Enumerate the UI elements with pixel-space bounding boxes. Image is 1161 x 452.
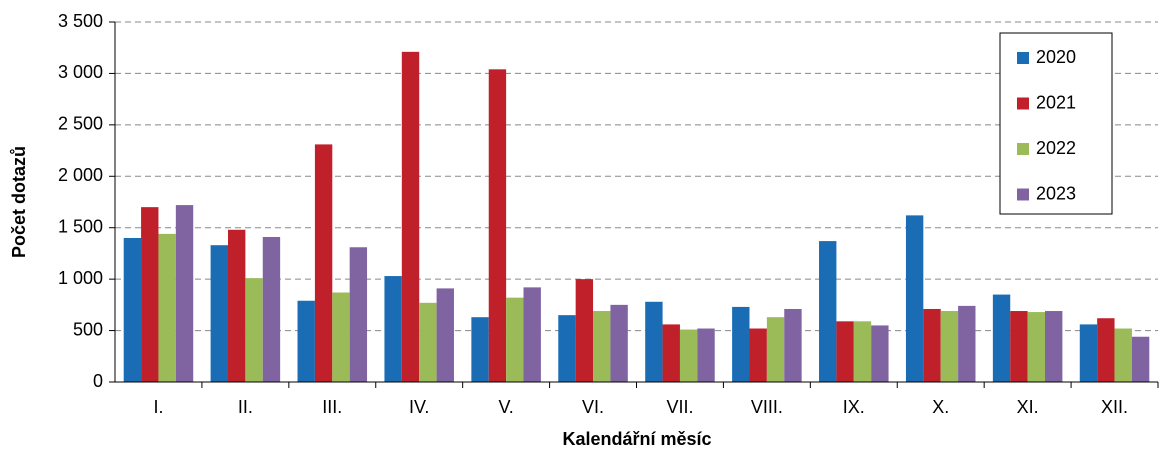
x-tick-label: II. xyxy=(238,397,253,417)
bar xyxy=(905,215,924,382)
y-tick-label: 2 000 xyxy=(58,165,103,185)
x-tick-label: VII. xyxy=(666,397,693,417)
x-tick-label: XII. xyxy=(1101,397,1128,417)
x-tick-label: V. xyxy=(498,397,513,417)
bar xyxy=(384,276,402,382)
bar xyxy=(958,305,976,382)
bar xyxy=(297,300,315,382)
bar xyxy=(158,233,176,382)
bar xyxy=(227,229,246,382)
bar xyxy=(175,205,194,382)
bar xyxy=(436,288,454,382)
x-tick-label: I. xyxy=(153,397,163,417)
bar xyxy=(732,306,750,382)
bar xyxy=(992,294,1011,382)
bar xyxy=(506,297,524,382)
legend-label: 2022 xyxy=(1036,138,1076,158)
bar xyxy=(749,328,767,382)
y-tick-label: 1 500 xyxy=(58,216,103,236)
bar xyxy=(853,321,872,382)
bar xyxy=(210,245,228,382)
bar xyxy=(141,207,159,382)
bar xyxy=(1027,312,1046,382)
legend-swatch xyxy=(1017,52,1029,64)
y-tick-label: 3 000 xyxy=(58,62,103,82)
bar xyxy=(575,279,594,382)
bar xyxy=(523,287,541,382)
bar xyxy=(471,317,489,382)
bar xyxy=(558,315,576,382)
bar xyxy=(123,238,142,382)
bar xyxy=(419,302,437,382)
y-tick-label: 500 xyxy=(73,319,103,339)
bar xyxy=(593,311,611,382)
bar xyxy=(1045,311,1063,382)
legend-label: 2021 xyxy=(1036,92,1076,112)
y-tick-label: 0 xyxy=(93,371,103,391)
x-axis-title: Kalendářní měsíc xyxy=(562,429,711,449)
bar xyxy=(488,69,507,383)
bar xyxy=(1114,328,1132,382)
x-tick-label: VI. xyxy=(582,397,604,417)
legend-label: 2020 xyxy=(1036,47,1076,67)
bar xyxy=(697,328,715,382)
legend-swatch xyxy=(1017,188,1029,201)
bar xyxy=(332,292,350,382)
bar xyxy=(610,304,628,382)
x-tick-label: IX. xyxy=(843,397,865,417)
bar xyxy=(645,301,663,382)
legend-label: 2023 xyxy=(1036,183,1076,203)
bar xyxy=(1097,318,1115,382)
bar xyxy=(245,278,263,382)
x-tick-label: IV. xyxy=(409,397,429,417)
legend-swatch xyxy=(1017,97,1029,110)
y-tick-label: 1 000 xyxy=(58,268,103,288)
bar xyxy=(1131,336,1150,382)
legend-swatch xyxy=(1017,143,1029,155)
bar xyxy=(314,144,333,382)
bar xyxy=(871,325,889,382)
bar xyxy=(262,236,281,382)
y-axis-title: Počet dotazů xyxy=(9,146,29,258)
y-tick-label: 2 500 xyxy=(58,114,103,134)
x-tick-label: XI. xyxy=(1017,397,1039,417)
x-tick-label: X. xyxy=(932,397,949,417)
bar xyxy=(923,308,941,382)
bar xyxy=(940,311,959,382)
bar xyxy=(766,317,785,382)
bar xyxy=(836,321,854,382)
bar xyxy=(679,329,698,382)
bar xyxy=(662,324,680,382)
bar xyxy=(349,247,368,382)
bar xyxy=(819,241,837,382)
bar xyxy=(1079,324,1098,382)
x-tick-label: III. xyxy=(322,397,342,417)
y-tick-label: 3 500 xyxy=(58,11,103,31)
x-tick-label: VIII. xyxy=(751,397,783,417)
bar xyxy=(1010,311,1028,382)
bar xyxy=(784,308,802,382)
bar xyxy=(401,51,420,382)
